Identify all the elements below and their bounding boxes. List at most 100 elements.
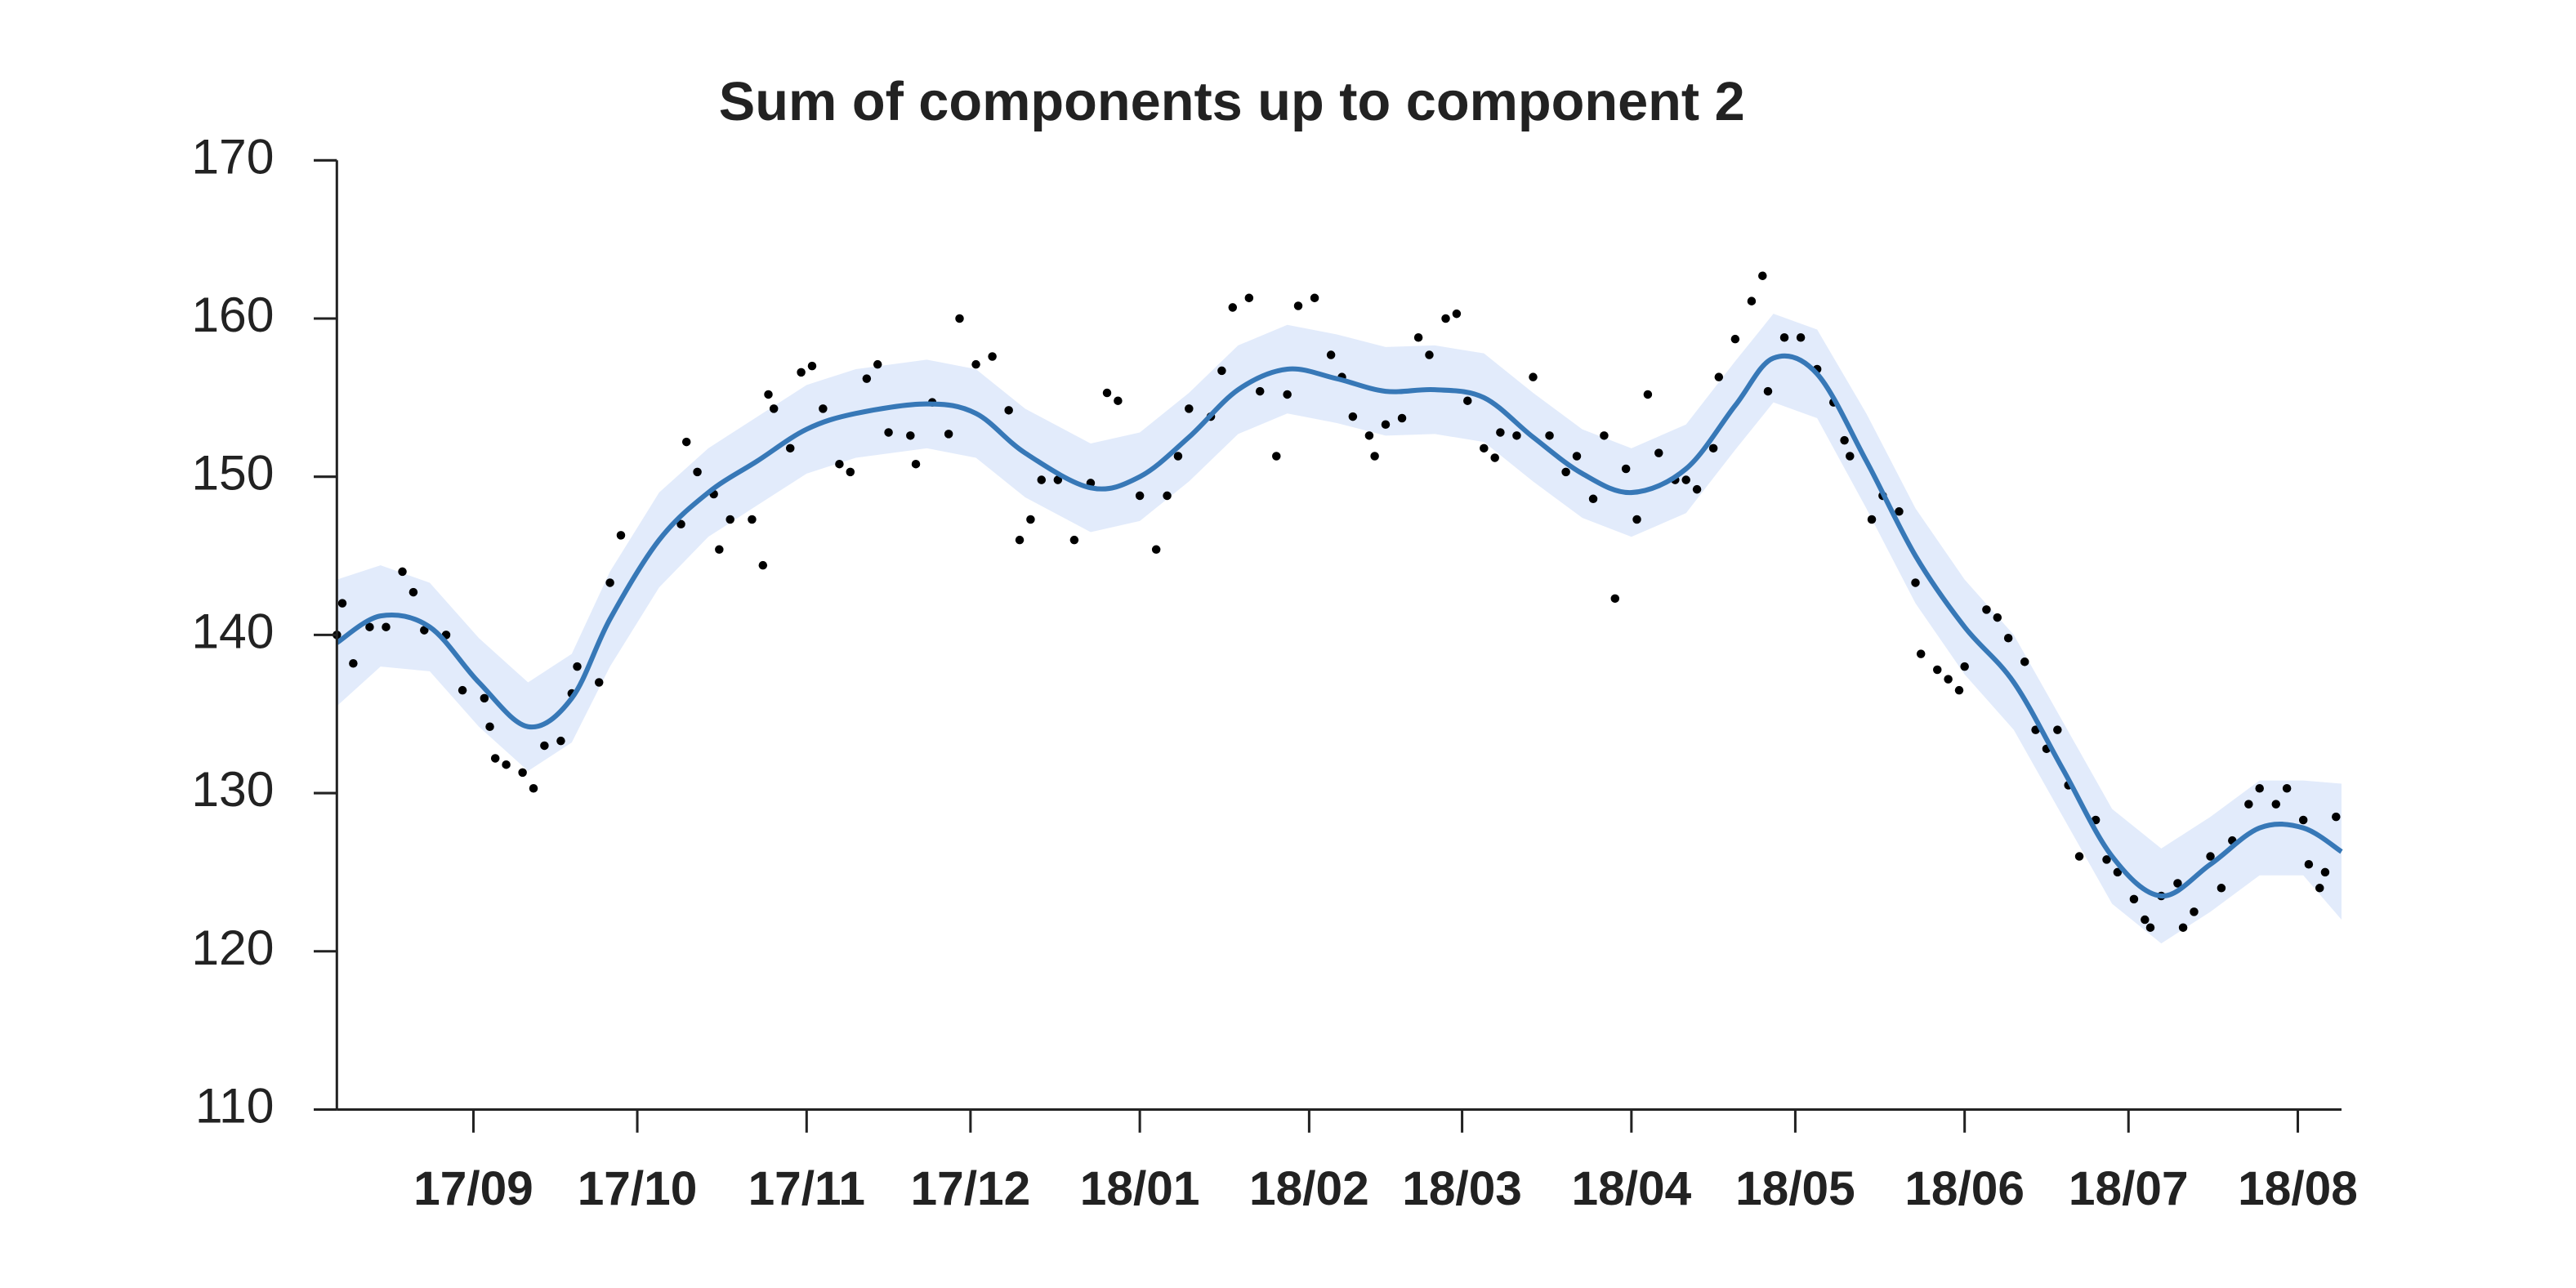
data-point xyxy=(2003,634,2013,643)
data-point xyxy=(1846,452,1855,461)
data-point xyxy=(835,459,844,469)
data-point xyxy=(2206,852,2215,861)
data-point xyxy=(480,693,489,703)
data-point xyxy=(1272,452,1281,461)
data-point xyxy=(1654,448,1663,457)
data-point xyxy=(1015,535,1025,545)
data-point xyxy=(1370,452,1379,461)
data-point xyxy=(1381,420,1391,430)
data-point xyxy=(573,662,582,671)
data-point xyxy=(408,587,418,597)
data-point xyxy=(807,361,817,371)
data-point xyxy=(2178,923,2188,932)
data-point xyxy=(458,685,467,695)
data-point xyxy=(1151,545,1161,555)
data-point xyxy=(1348,412,1358,421)
data-point xyxy=(1610,594,1620,604)
data-point xyxy=(1572,452,1582,461)
data-point xyxy=(502,760,511,769)
data-point xyxy=(1004,406,1013,415)
data-point xyxy=(971,359,980,369)
data-point xyxy=(2141,915,2150,925)
data-point xyxy=(1561,467,1570,477)
data-point xyxy=(1496,428,1505,437)
data-point xyxy=(490,754,500,763)
data-point xyxy=(1982,605,1991,614)
data-point xyxy=(1217,366,1226,376)
data-point xyxy=(1135,491,1145,501)
data-point xyxy=(1069,535,1079,545)
data-point xyxy=(758,560,768,570)
data-point xyxy=(1452,309,1462,319)
data-point xyxy=(906,431,915,440)
y-tick-label: 110 xyxy=(195,1077,275,1133)
data-point xyxy=(2113,867,2123,877)
y-tick-label: 120 xyxy=(191,920,274,975)
data-point xyxy=(1293,301,1303,310)
data-point xyxy=(819,404,828,413)
data-point xyxy=(725,515,734,524)
data-point xyxy=(1364,431,1374,440)
data-point xyxy=(1681,475,1690,484)
fit-line xyxy=(335,353,2343,899)
data-point xyxy=(1490,453,1499,462)
data-point xyxy=(1441,314,1450,323)
data-point xyxy=(1916,649,1926,658)
y-tick-label: 170 xyxy=(191,128,274,184)
data-point xyxy=(398,567,407,577)
data-point xyxy=(1758,271,1767,280)
data-point xyxy=(1714,372,1724,381)
data-point xyxy=(594,678,604,687)
y-tick-label: 130 xyxy=(191,761,274,817)
data-point xyxy=(1026,515,1035,524)
data-point xyxy=(2020,657,2029,666)
data-point xyxy=(1588,494,1598,504)
data-point xyxy=(2074,852,2084,861)
x-tick-label: 17/09 xyxy=(413,1162,534,1215)
confidence-band xyxy=(337,314,2342,944)
data-point xyxy=(616,531,626,540)
data-point xyxy=(1255,386,1265,396)
x-tick-label: 18/06 xyxy=(1904,1162,2025,1215)
data-point xyxy=(1895,507,1904,516)
chart-title: Sum of components up to component 2 xyxy=(719,72,1745,132)
data-point xyxy=(797,368,806,377)
data-point xyxy=(1463,396,1472,405)
data-point xyxy=(349,658,358,668)
x-tick-label: 17/10 xyxy=(578,1162,698,1215)
data-point xyxy=(2053,725,2062,734)
x-tick-label: 18/08 xyxy=(2238,1162,2358,1215)
data-point xyxy=(1993,613,2002,622)
data-point xyxy=(1600,431,1609,440)
data-point xyxy=(1480,443,1489,453)
data-point xyxy=(911,459,921,469)
data-point xyxy=(1944,675,1953,684)
data-point xyxy=(2332,812,2341,822)
data-point xyxy=(1692,484,1702,494)
data-point xyxy=(2217,884,2226,893)
data-point xyxy=(1397,413,1407,423)
x-tick-label: 18/05 xyxy=(1735,1162,1855,1215)
data-point xyxy=(2255,784,2264,793)
data-point xyxy=(2320,867,2330,877)
x-tick-label: 18/02 xyxy=(1249,1162,1369,1215)
data-point xyxy=(540,741,549,751)
data-point xyxy=(365,622,374,631)
data-point xyxy=(1173,452,1183,461)
data-point xyxy=(681,437,691,447)
data-point xyxy=(1244,293,1254,303)
data-point xyxy=(529,784,538,793)
data-point xyxy=(1425,350,1434,359)
data-point xyxy=(1037,475,1047,484)
data-point xyxy=(1911,578,1920,587)
data-point xyxy=(693,467,702,477)
data-point xyxy=(337,599,347,608)
data-point xyxy=(1283,390,1292,399)
data-point xyxy=(2271,800,2281,809)
data-point xyxy=(1621,464,1631,474)
data-point xyxy=(1730,334,1740,344)
data-point xyxy=(1708,443,1718,453)
data-point xyxy=(2298,815,2308,825)
data-point xyxy=(769,404,779,413)
